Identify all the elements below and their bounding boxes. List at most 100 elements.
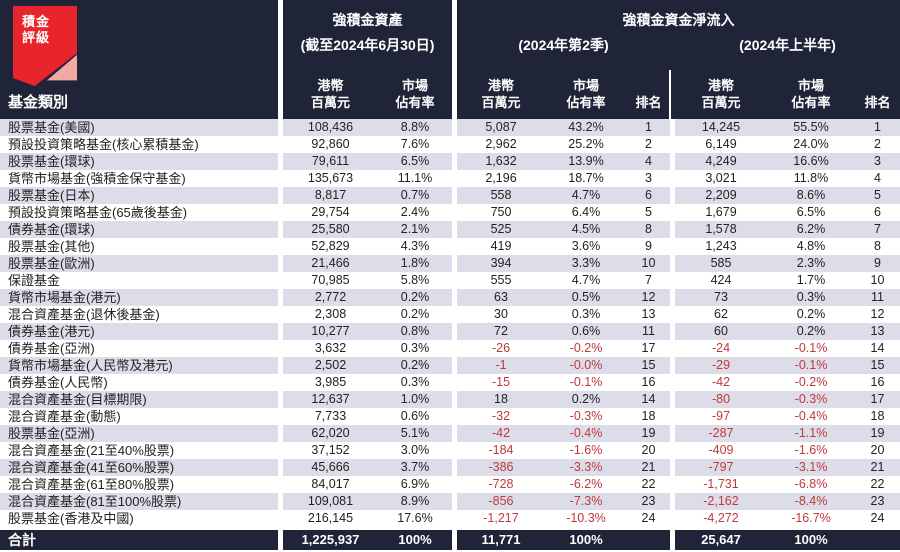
- fund-name: 債券基金(港元): [0, 323, 278, 340]
- q2-flow: 30: [494, 307, 508, 321]
- q2-rank: 8: [627, 221, 670, 238]
- h1-share: 6.2%: [767, 221, 855, 238]
- h1-rank: 5: [855, 187, 900, 204]
- col-header-assets-share: 市場 佔有率: [395, 78, 435, 110]
- table-row: 預設投資策略基金(65歲後基金) 29,754 2.4% 750 6.4% 5 1,679 6…: [0, 204, 900, 221]
- h1-share: -6.8%: [794, 477, 828, 491]
- table-row: 混合資產基金(61至80%股票) 84,017 6.9% -728 -6.2% 22 -1,…: [0, 476, 900, 493]
- column-divider: [278, 272, 283, 289]
- q2-rank: 20: [641, 443, 656, 457]
- column-divider: [670, 493, 675, 510]
- q2-flow: 525: [457, 221, 545, 238]
- q2-share: 3.3%: [545, 255, 627, 272]
- fund-name: 貨幣市場基金(港元): [0, 289, 278, 306]
- column-divider: [278, 408, 283, 425]
- q2-rank: 14: [627, 391, 670, 408]
- h1-rank: 19: [855, 425, 900, 442]
- column-divider: [452, 187, 457, 204]
- assets-share: 2.1%: [378, 221, 452, 238]
- q2-rank: 10: [627, 255, 670, 272]
- q2-flow: -728: [488, 477, 514, 491]
- q2-rank: 1: [627, 119, 670, 136]
- total-q2-share: 100%: [545, 530, 627, 550]
- h1-rank: 13: [855, 323, 900, 340]
- mpf-ratings-logo-icon: 積金 評級: [13, 6, 77, 86]
- assets-amount: 2,502: [283, 357, 378, 374]
- column-divider: [278, 238, 283, 255]
- assets-share: 1.8%: [378, 255, 452, 272]
- fund-name: 股票基金(其他): [8, 239, 95, 254]
- h1-flow: 1,679: [705, 205, 737, 219]
- column-divider: [278, 255, 283, 272]
- q2-flow: -42: [457, 425, 545, 442]
- h1-share: -0.3%: [767, 391, 855, 408]
- h1-share: 6.5%: [796, 205, 826, 219]
- h1-share: 24.0%: [793, 137, 829, 151]
- h1-rank: 11: [855, 289, 900, 306]
- q2-share: 6.4%: [571, 205, 601, 219]
- assets-amount: 2,308: [314, 307, 347, 321]
- q2-share: 3.6%: [571, 239, 601, 253]
- column-divider: [278, 510, 283, 527]
- h1-flow: -42: [711, 375, 731, 389]
- q2-share: -0.2%: [569, 341, 603, 355]
- fund-name: 混合資產基金(81至100%股票): [0, 493, 278, 510]
- column-divider: [670, 442, 675, 459]
- table-row: 混合資產基金(21至40%股票) 37,152 3.0% -184 -1.6% 20 -40…: [0, 442, 900, 459]
- category-header-cell: 積金 評級 基金類別: [0, 0, 278, 119]
- h1-share: -0.1%: [767, 357, 855, 374]
- h1-rank: 6: [874, 205, 881, 219]
- column-divider: [452, 289, 457, 306]
- h1-rank: 2: [874, 137, 881, 151]
- h1-flow: 2,209: [675, 187, 767, 204]
- h1-rank: 9: [855, 255, 900, 272]
- q2-flow: -15: [491, 375, 511, 389]
- h1-flow: -80: [675, 391, 767, 408]
- h1-flow: 60: [675, 323, 767, 340]
- column-divider: [278, 221, 283, 238]
- column-divider: [278, 493, 283, 510]
- fund-name: 混合資產基金(目標期限): [0, 391, 278, 408]
- h1-flow: -1,731: [703, 477, 739, 491]
- h1-rank: 10: [870, 273, 885, 287]
- fund-name: 股票基金(日本): [0, 187, 278, 204]
- table-row: 股票基金(其他) 52,829 4.3% 419 3.6% 9 1,243 4.8% 8: [0, 238, 900, 255]
- table-row: 股票基金(亞洲) 62,020 5.1% -42 -0.4% 19 -287 -1.1% 19: [0, 425, 900, 442]
- h1-rank: 17: [855, 391, 900, 408]
- h1-flow: 3,021: [705, 171, 737, 185]
- h1-share: -1.1%: [767, 425, 855, 442]
- fund-name: 混合資產基金(21至40%股票): [8, 443, 175, 458]
- q2-flow: 419: [490, 239, 512, 253]
- assets-amount: 21,466: [283, 255, 378, 272]
- column-divider: [670, 204, 675, 221]
- table-row: 股票基金(美國) 108,436 8.8% 5,087 43.2% 1 14,245 55.5…: [0, 119, 900, 136]
- h1-flow: 585: [675, 255, 767, 272]
- h1-flow: -2,162: [675, 493, 767, 510]
- column-divider: [670, 187, 675, 204]
- assets-amount: 12,637: [283, 391, 378, 408]
- column-divider: [278, 187, 283, 204]
- table-row: 債券基金(亞洲) 3,632 0.3% -26 -0.2% 17 -24 -0.1% 14: [0, 340, 900, 357]
- assets-share: 0.7%: [378, 187, 452, 204]
- column-divider: [670, 530, 675, 550]
- assets-share: 2.4%: [400, 205, 430, 219]
- h1-share: -0.1%: [794, 341, 828, 355]
- assets-share: 0.2%: [400, 307, 430, 321]
- table-row: 債券基金(環球) 25,580 2.1% 525 4.5% 8 1,578 6.2% 7: [0, 221, 900, 238]
- h1-flow: -797: [675, 459, 767, 476]
- column-divider: [452, 357, 457, 374]
- fund-name: 貨幣市場基金(人民幣及港元): [0, 357, 278, 374]
- q2-share: 4.7%: [571, 273, 601, 287]
- assets-share: 17.6%: [397, 511, 433, 525]
- h1-share: 0.3%: [767, 289, 855, 306]
- h1-flow: 6,149: [705, 137, 737, 151]
- table-row: 股票基金(歐洲) 21,466 1.8% 394 3.3% 10 585 2.3% 9: [0, 255, 900, 272]
- h1-share: -3.1%: [767, 459, 855, 476]
- column-divider: [452, 459, 457, 476]
- q2-rank: 15: [627, 357, 670, 374]
- q2-rank: 22: [641, 477, 656, 491]
- q2-rank: 18: [641, 409, 656, 423]
- col-header-q2-amount: 港幣 百萬元: [481, 78, 521, 110]
- fund-name: 債券基金(環球): [0, 221, 278, 238]
- column-divider: [670, 272, 675, 289]
